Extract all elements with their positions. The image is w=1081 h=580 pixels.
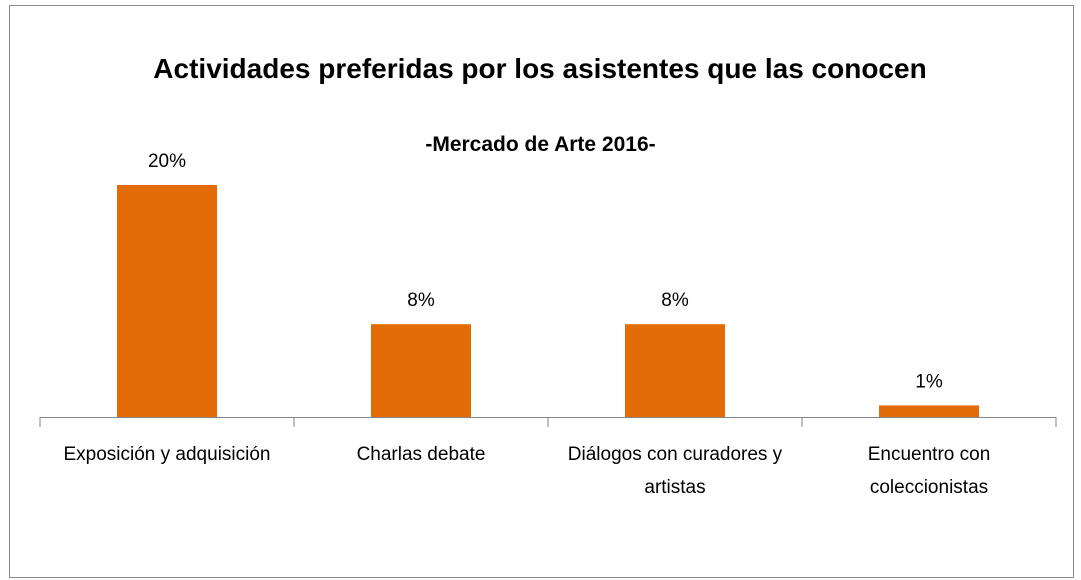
bar [371,324,471,417]
data-label: 20% [148,151,186,172]
data-label: 1% [915,371,943,392]
bar [625,324,725,417]
x-tick-label: Encuentro con coleccionistas [867,444,991,498]
data-label: 8% [407,290,435,311]
x-tick-label: Exposición y adquisición [63,444,271,465]
bar [117,185,217,417]
chart-border [9,5,1074,578]
x-tick-label: Charlas debate [356,444,486,465]
chart-subtitle: -Mercado de Arte 2016- [425,133,656,156]
x-tick-label: Diálogos con curadores y artistas [567,444,783,498]
data-label: 8% [661,290,689,311]
bar [879,405,979,417]
chart-title: Actividades preferidas por los asistente… [153,53,927,84]
